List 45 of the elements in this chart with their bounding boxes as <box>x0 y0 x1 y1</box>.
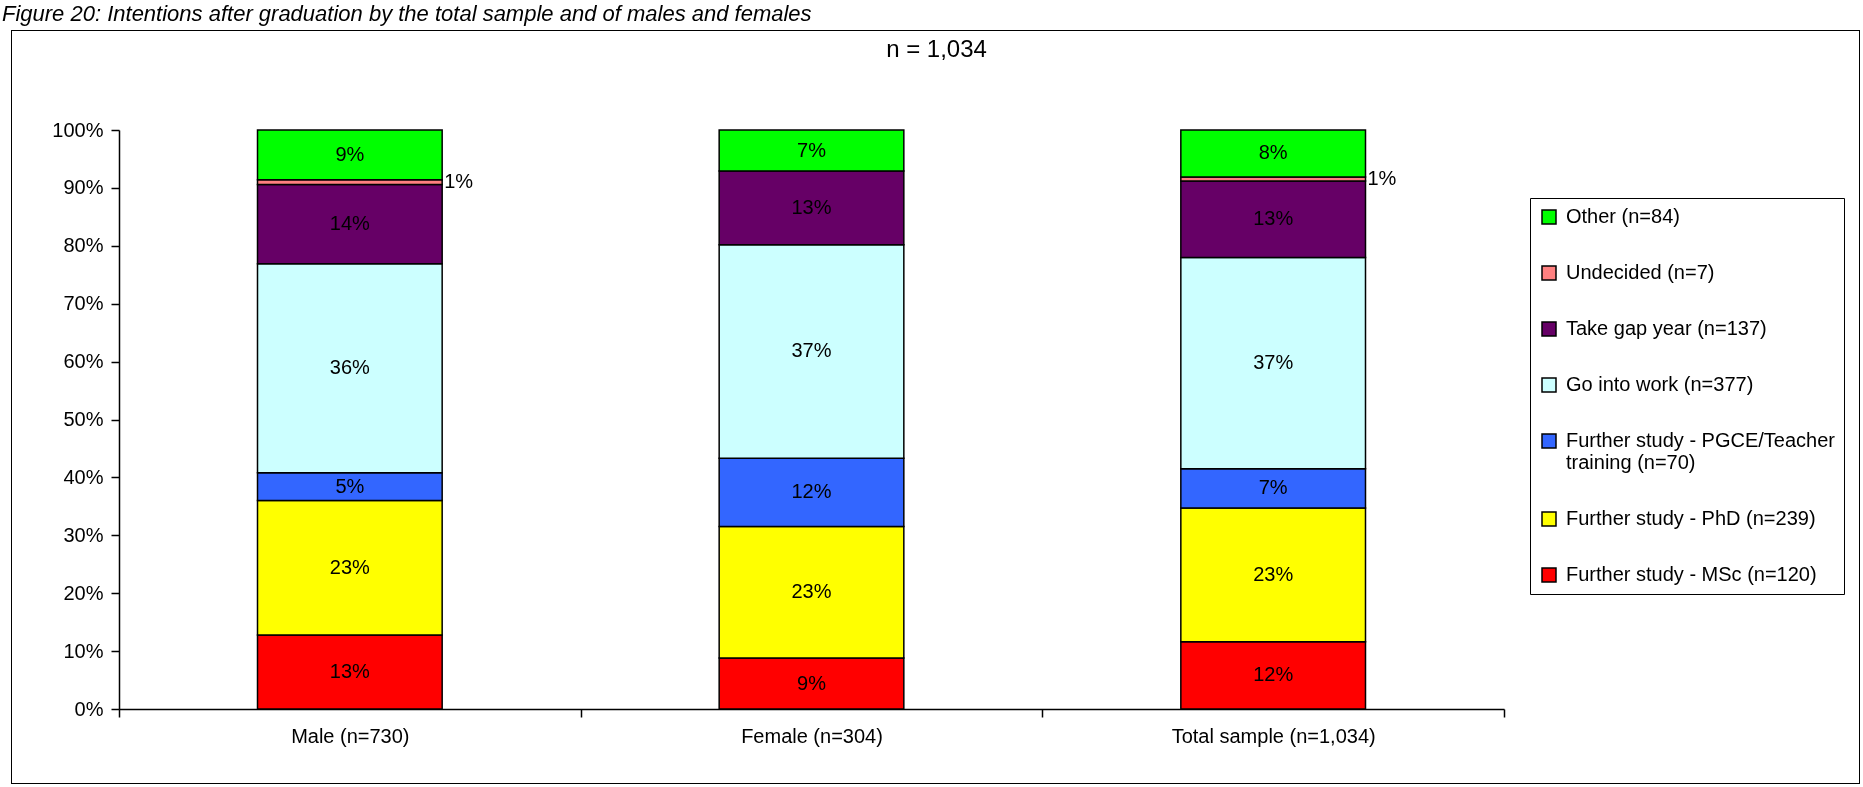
x-tick-label: Male (n=730) <box>291 724 410 747</box>
data-label: 23% <box>791 580 832 603</box>
data-label: 36% <box>329 356 371 379</box>
legend-label: Undecided (n=7) <box>1566 261 1715 283</box>
data-label: 5% <box>335 474 365 497</box>
legend-label: Take gap year (n=137) <box>1566 317 1767 339</box>
x-tick-label: Female (n=304) <box>741 724 883 747</box>
data-label: 12% <box>791 480 832 503</box>
data-label: 14% <box>329 212 371 235</box>
data-label: 8% <box>1258 141 1288 164</box>
legend-label: Go into work (n=377) <box>1566 373 1754 395</box>
y-tick-label: 70% <box>63 292 104 315</box>
chart-subtitle: n = 1,034 <box>886 35 987 62</box>
y-tick-label: 40% <box>63 465 104 488</box>
chart-title: Figure 20: Intentions after graduation by the total sample and of males and females <box>2 1 812 27</box>
y-tick-label: 30% <box>63 523 104 546</box>
legend-label: Further study - PhD (n=239) <box>1566 507 1816 529</box>
legend-label: Further study - MSc (n=120) <box>1566 563 1817 585</box>
data-label: 12% <box>1253 663 1294 686</box>
data-label: 23% <box>329 555 371 578</box>
y-tick-label: 20% <box>63 581 104 604</box>
data-label: 23% <box>1253 562 1294 585</box>
data-label: 37% <box>1253 351 1294 374</box>
y-tick-label: 10% <box>63 639 104 662</box>
x-tick-label: Total sample (n=1,034) <box>1171 724 1376 747</box>
data-label: 9% <box>797 671 827 694</box>
data-label: 13% <box>791 195 832 218</box>
data-label: 1% <box>1367 166 1397 189</box>
legend-label: Further study - PGCE/Teacher training (n=70) <box>1566 429 1836 473</box>
data-label: 1% <box>444 170 474 193</box>
y-tick-label: 0% <box>74 697 104 720</box>
data-label: 13% <box>329 659 371 682</box>
y-tick-label: 60% <box>63 350 104 373</box>
data-label: 13% <box>1253 207 1294 230</box>
bar <box>1180 129 1367 178</box>
data-label: 37% <box>791 339 832 362</box>
y-tick-label: 100% <box>52 118 104 141</box>
data-label: 7% <box>1258 476 1288 499</box>
data-label: 7% <box>797 138 827 161</box>
bar <box>256 129 443 181</box>
y-tick-label: 90% <box>63 176 104 199</box>
y-tick-label: 80% <box>63 234 104 257</box>
data-label: 9% <box>335 142 365 165</box>
legend-label: Other (n=84) <box>1566 205 1680 227</box>
y-tick-label: 50% <box>63 408 104 430</box>
